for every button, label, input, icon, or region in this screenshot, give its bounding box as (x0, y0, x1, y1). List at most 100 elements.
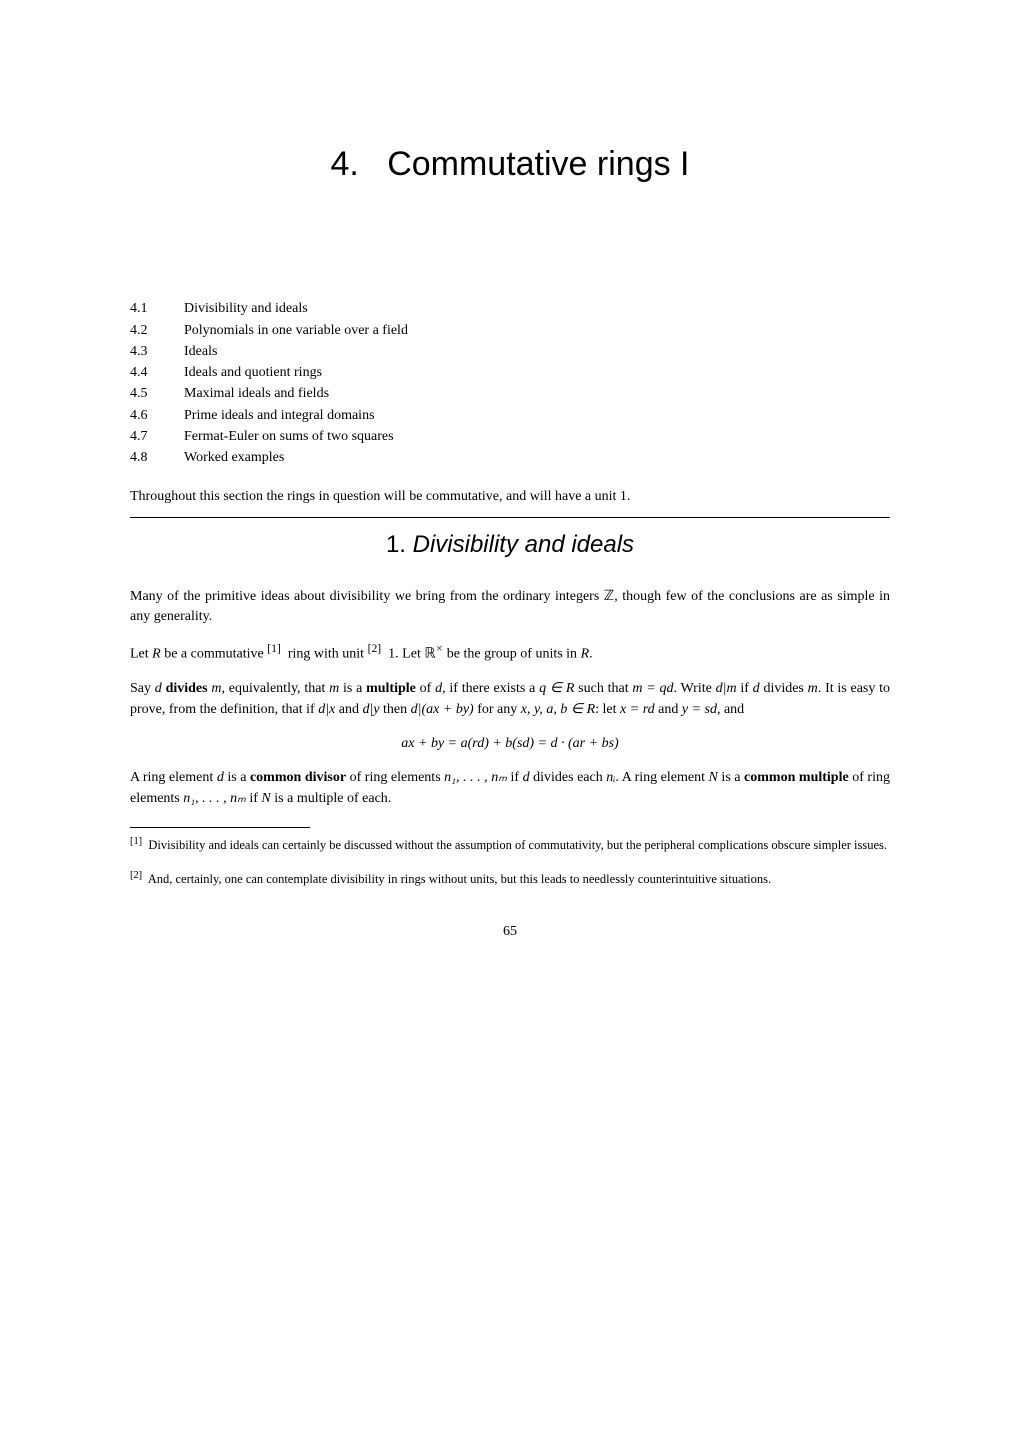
body-text: , and (717, 702, 744, 717)
math-expr: n₁, . . . , nₘ (444, 770, 507, 785)
display-equation: ax + by = a(rd) + b(sd) = d · (ar + bs) (130, 734, 890, 754)
paragraph: A ring element d is a common divisor of … (130, 768, 890, 809)
body-text: be the group of units in (443, 647, 580, 662)
body-text: if (246, 791, 262, 806)
math-expr: x, y, a, b ∈ R (521, 702, 595, 717)
section-title: 1. Divisibility and ideals (130, 528, 890, 563)
horizontal-rule (130, 517, 890, 518)
body-text: then (380, 702, 411, 717)
paragraph: Say d divides m, equivalently, that m is… (130, 679, 890, 720)
toc-label: Prime ideals and integral domains (184, 406, 375, 426)
toc-num: 4.5 (130, 384, 184, 404)
body-text: , if there exists a (442, 681, 539, 696)
body-text: of (416, 681, 435, 696)
body-text: : let (595, 702, 620, 717)
body-text: divides each (530, 770, 607, 785)
body-text: Say (130, 681, 155, 696)
math-var: m (808, 681, 818, 696)
math-var: d (523, 770, 530, 785)
table-of-contents: 4.1Divisibility and ideals 4.2Polynomial… (130, 299, 890, 468)
page-number: 65 (130, 922, 890, 942)
math-var: d (155, 681, 162, 696)
bold-term: common divisor (250, 770, 346, 785)
body-text: be a commutative (161, 647, 268, 662)
math-var: d (217, 770, 224, 785)
math-var: N (261, 791, 270, 806)
body-text: , equivalently, that (221, 681, 329, 696)
toc-num: 4.1 (130, 299, 184, 319)
toc-num: 4.6 (130, 406, 184, 426)
toc-num: 4.3 (130, 342, 184, 362)
body-text: for any (474, 702, 521, 717)
body-text: is a multiple of each. (271, 791, 392, 806)
bold-term: multiple (366, 681, 416, 696)
section-title-text: Divisibility and ideals (413, 531, 634, 558)
toc-row: 4.8Worked examples (130, 448, 890, 468)
math-expr: d|(ax + by) (411, 702, 474, 717)
body-text: A ring element (130, 770, 217, 785)
math-var: m (329, 681, 339, 696)
toc-num: 4.2 (130, 321, 184, 341)
footnote-rule (130, 827, 310, 828)
toc-label: Worked examples (184, 448, 284, 468)
math-expr: d|x (318, 702, 335, 717)
body-text: is a (224, 770, 250, 785)
toc-num: 4.4 (130, 363, 184, 383)
body-text: . A ring element (615, 770, 708, 785)
toc-row: 4.3Ideals (130, 342, 890, 362)
toc-label: Fermat-Euler on sums of two squares (184, 427, 394, 447)
math-expr: q ∈ R (539, 681, 574, 696)
math-var: R (152, 647, 161, 662)
math-var: m (211, 681, 221, 696)
body-text: ring with unit (284, 647, 367, 662)
body-text: such that (574, 681, 632, 696)
body-text: divides (760, 681, 808, 696)
footnote-text: And, certainly, one can contemplate divi… (148, 872, 771, 886)
body-text: and (335, 702, 362, 717)
math-var: R (581, 647, 590, 662)
chapter-title: 4. Commutative rings I (130, 140, 890, 189)
toc-label: Ideals and quotient rings (184, 363, 322, 383)
toc-row: 4.4Ideals and quotient rings (130, 363, 890, 383)
toc-row: 4.7Fermat-Euler on sums of two squares (130, 427, 890, 447)
body-text: and (655, 702, 682, 717)
paragraph: Many of the primitive ideas about divisi… (130, 587, 890, 628)
toc-label: Ideals (184, 342, 217, 362)
math-expr: m = qd (632, 681, 673, 696)
toc-label: Divisibility and ideals (184, 299, 308, 319)
math-expr: d|y (362, 702, 379, 717)
math-expr: d|m (716, 681, 737, 696)
paragraph: Let R be a commutative [1] ring with uni… (130, 641, 890, 665)
footnote-mark: [1] (130, 836, 142, 847)
section-number: 1. (386, 531, 406, 558)
body-text: Let (130, 647, 152, 662)
footnote-ref: [1] (267, 642, 281, 655)
footnote-text: Divisibility and ideals can certainly be… (148, 838, 887, 852)
toc-num: 4.8 (130, 448, 184, 468)
chapter-title-text: Commutative rings I (387, 145, 689, 183)
body-text: 1. Let ℝ (385, 647, 436, 662)
intro-text: Throughout this section the rings in que… (130, 487, 890, 507)
body-text: . Write (673, 681, 715, 696)
toc-num: 4.7 (130, 427, 184, 447)
footnote-ref: [2] (368, 642, 382, 655)
toc-row: 4.2Polynomials in one variable over a fi… (130, 321, 890, 341)
toc-row: 4.5Maximal ideals and fields (130, 384, 890, 404)
toc-label: Maximal ideals and fields (184, 384, 329, 404)
footnote: [2] And, certainly, one can contemplate … (130, 868, 890, 888)
toc-label: Polynomials in one variable over a field (184, 321, 408, 341)
footnote: [1] Divisibility and ideals can certainl… (130, 834, 890, 854)
toc-row: 4.6Prime ideals and integral domains (130, 406, 890, 426)
body-text: is a (718, 770, 744, 785)
footnote-mark: [2] (130, 870, 142, 881)
body-text: if (737, 681, 753, 696)
body-text: is a (339, 681, 366, 696)
bold-term: common multiple (744, 770, 849, 785)
math-expr: x = rd (620, 702, 655, 717)
body-text: if (507, 770, 523, 785)
math-expr: n₁, . . . , nₘ (183, 791, 246, 806)
math-var: d (753, 681, 760, 696)
toc-row: 4.1Divisibility and ideals (130, 299, 890, 319)
body-text: of ring elements (346, 770, 444, 785)
bold-term: divides (166, 681, 212, 696)
